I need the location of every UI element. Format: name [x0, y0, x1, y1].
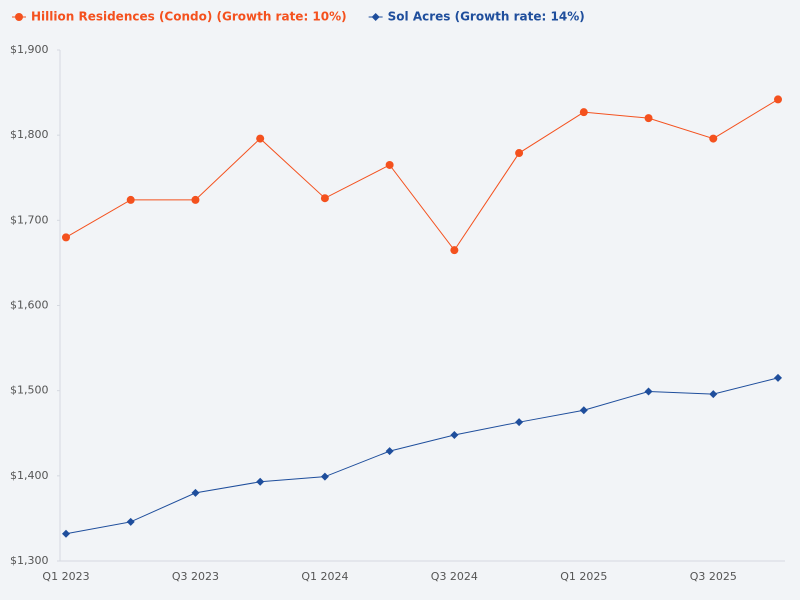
y-tick-label: $1,600: [10, 299, 49, 312]
y-tick-label: $1,300: [10, 554, 49, 567]
y-tick-label: $1,800: [10, 128, 49, 141]
x-tick-label: Q1 2024: [301, 570, 348, 583]
point: [709, 390, 718, 399]
point: [256, 134, 265, 143]
point: [15, 13, 23, 21]
point: [515, 418, 524, 427]
point: [256, 477, 265, 486]
point: [126, 517, 135, 526]
legend-label: Sol Acres (Growth rate: 14%): [388, 10, 585, 24]
point: [774, 95, 782, 104]
point: [515, 149, 524, 158]
x-tick-label: Q3 2025: [690, 570, 737, 583]
point: [450, 430, 459, 439]
point: [709, 134, 718, 143]
x-tick-label: Q1 2025: [560, 570, 607, 583]
y-tick-label: $1,700: [10, 213, 49, 226]
series-line: [65, 98, 779, 252]
y-tick-label: $1,500: [10, 384, 49, 397]
point: [450, 246, 459, 255]
x-tick-label: Q1 2023: [42, 570, 89, 583]
point: [191, 195, 200, 204]
point: [191, 488, 200, 497]
point: [62, 233, 70, 242]
point: [644, 387, 653, 396]
point: [385, 447, 394, 456]
point: [579, 406, 588, 415]
point: [320, 472, 329, 481]
point: [62, 529, 70, 538]
point: [126, 195, 135, 204]
y-tick-label: $1,900: [10, 43, 49, 56]
x-tick-label: Q3 2024: [431, 570, 478, 583]
point: [371, 13, 380, 21]
y-tick-label: $1,400: [10, 469, 49, 482]
point: [644, 114, 653, 123]
x-tick-label: Q3 2023: [172, 570, 219, 583]
point: [385, 160, 394, 169]
point: [320, 194, 329, 203]
legend-label: Hillion Residences (Condo) (Growth rate:…: [31, 10, 347, 24]
series-line: [65, 377, 779, 535]
point: [579, 108, 588, 117]
point: [774, 373, 782, 382]
